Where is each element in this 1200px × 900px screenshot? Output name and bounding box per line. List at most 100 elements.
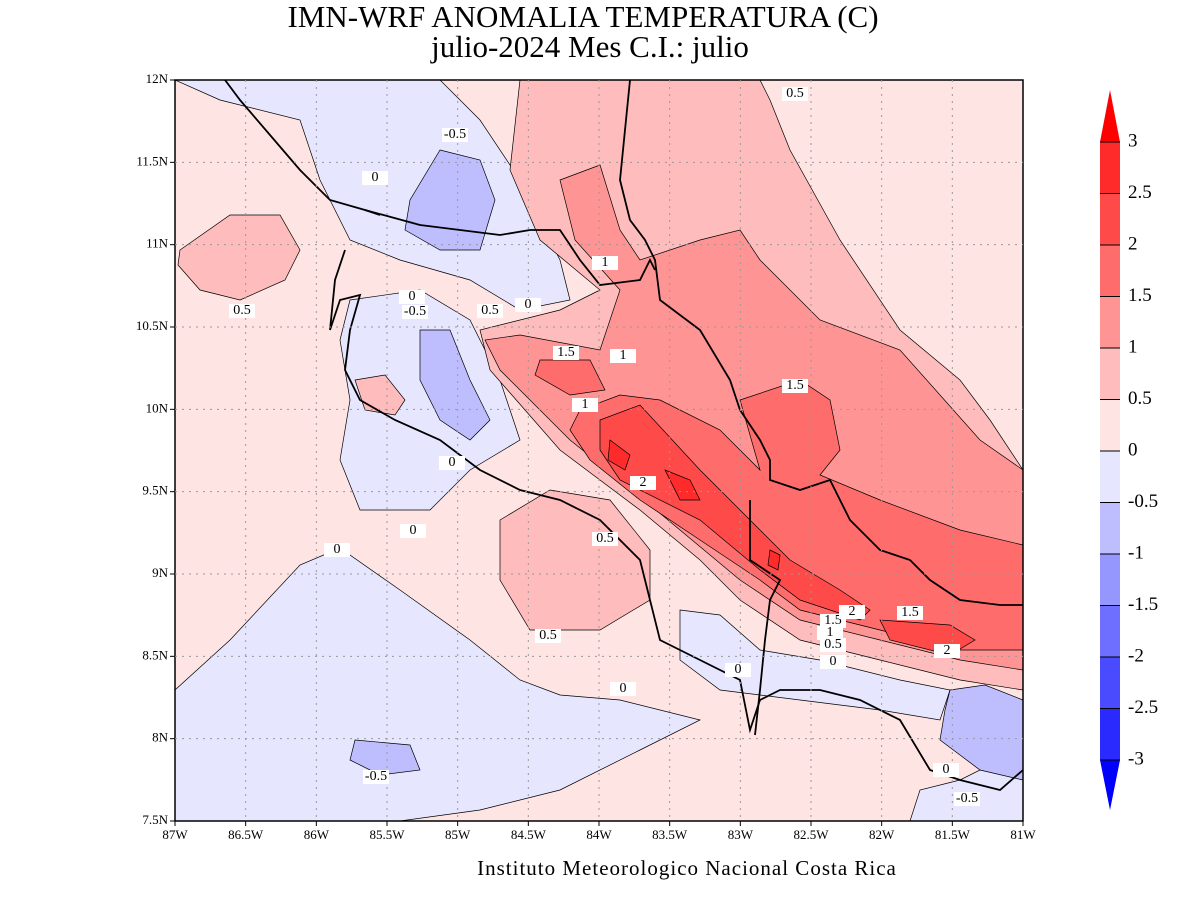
colorbar-band [1100, 348, 1120, 400]
contour-label-text: 0 [735, 662, 742, 677]
fill-neg [404, 149, 496, 251]
anomaly-field [175, 80, 1023, 821]
contour-label-text: 1.5 [786, 378, 804, 393]
x-tick-label: 81W [1010, 827, 1036, 842]
contour-label-text: 0 [943, 762, 950, 777]
colorbar-label: 2 [1128, 233, 1138, 254]
y-tick-label: 10N [146, 400, 169, 415]
colorbar-band [1100, 245, 1120, 297]
fill-neg [939, 684, 1023, 781]
contour-label-bg [572, 398, 598, 412]
contour-label-bg [817, 626, 843, 640]
contour-label-text: 0 [410, 523, 417, 538]
contour-label: 0 [362, 170, 388, 185]
contour-label: 1.5 [782, 378, 808, 393]
contour-label-bg [610, 349, 636, 363]
colorbar-band [1100, 708, 1120, 760]
contour-label: -0.5 [954, 791, 980, 806]
contour-label-bg [592, 256, 618, 270]
contour-label-bg [442, 128, 468, 142]
y-tick-label: 10.5N [136, 318, 169, 333]
contour-label-text: 0 [830, 654, 837, 669]
contour-label-bg [820, 638, 846, 652]
colorbar-label: -0.5 [1128, 491, 1158, 512]
x-tick-label: 85.5W [369, 827, 405, 842]
contour-label-text: -0.5 [404, 304, 426, 319]
fill-neg [175, 547, 702, 821]
colorbar-band [1100, 193, 1120, 245]
contour-label: 0 [399, 289, 425, 304]
contour-label-bg [399, 290, 425, 304]
contour-label-text: 1 [827, 625, 834, 640]
contour-label: 0 [324, 542, 350, 557]
contour-label: 0.5 [477, 303, 503, 318]
contour-label-bg [782, 379, 808, 393]
contour-label-text: 0.5 [786, 86, 804, 101]
y-tick-label: 9.5N [142, 483, 168, 498]
contour-label-bg [610, 682, 636, 696]
contour-label: -0.5 [402, 304, 428, 319]
x-tick-label: 82.5W [793, 827, 829, 842]
y-tick-label: 11N [146, 236, 169, 251]
fill-neg [679, 609, 951, 721]
colorbar-band [1100, 451, 1120, 503]
contour-label-text: 0.5 [596, 531, 614, 546]
subtitle: julio-2024 Mes C.I.: julio [430, 29, 749, 64]
colorbar-label: -3 [1128, 748, 1144, 769]
contour-label-bg [782, 87, 808, 101]
contour-label: 1 [817, 625, 843, 640]
x-tick-label: 83W [728, 827, 754, 842]
contour-label: -0.5 [363, 769, 389, 784]
contour-label-text: 0 [372, 170, 379, 185]
contour-label: 1.5 [553, 345, 579, 360]
contour-label-text: 2 [944, 643, 951, 658]
contour-label-text: 2 [640, 475, 647, 490]
colorbar-label: -1.5 [1128, 594, 1158, 615]
x-tick-label: 87W [162, 827, 188, 842]
contour-label-bg [934, 644, 960, 658]
contour-label-bg [229, 304, 255, 318]
contour-label-bg [535, 629, 561, 643]
contour-label-text: 1.5 [557, 345, 575, 360]
fill-pos [177, 214, 301, 301]
colorbar-band [1100, 399, 1120, 451]
contour-label-text: 0 [449, 455, 456, 470]
x-tick-label: 82W [869, 827, 895, 842]
contour-label-bg [630, 476, 656, 490]
contour-label: 2 [934, 643, 960, 658]
fill-neg [175, 80, 571, 311]
y-tick-label: 8N [152, 730, 169, 745]
y-tick-label: 12N [146, 71, 169, 86]
contour-label: 0 [400, 523, 426, 538]
contour-label: 0 [820, 654, 846, 669]
fill-pos [664, 469, 701, 501]
x-tick-label: 86.5W [228, 827, 264, 842]
contour-label: 0.5 [592, 531, 618, 546]
contour-label: 0 [439, 455, 465, 470]
colorbar-label: 2.5 [1128, 182, 1152, 203]
contour-label-text: 0.5 [233, 303, 251, 318]
y-tick-label: 8.5N [142, 647, 168, 662]
contour-label: 1 [610, 348, 636, 363]
colorbar-label: -1 [1128, 542, 1144, 563]
y-tick-label: 11.5N [136, 153, 168, 168]
colorbar-band [1100, 296, 1120, 348]
contour-label-bg [592, 532, 618, 546]
contour-label: 1.5 [897, 605, 923, 620]
colorbar-band [1100, 554, 1120, 606]
colorbar-band [1100, 142, 1120, 194]
contour-label-bg [363, 770, 389, 784]
contour-label-text: 0.5 [539, 628, 557, 643]
colorbar-tip [1100, 760, 1120, 810]
contour-label-text: 0 [620, 681, 627, 696]
contour-label-text: -0.5 [444, 127, 466, 142]
fill-pos [569, 379, 1023, 651]
x-tick-label: 84.5W [511, 827, 547, 842]
y-tick-label: 9N [152, 565, 169, 580]
fill-pos [767, 549, 781, 571]
colorbar-band [1100, 605, 1120, 657]
x-tick-label: 85W [445, 827, 471, 842]
colorbar-band [1100, 502, 1120, 554]
colorbar-label: 1 [1128, 336, 1138, 357]
contour-label-bg [933, 763, 959, 777]
